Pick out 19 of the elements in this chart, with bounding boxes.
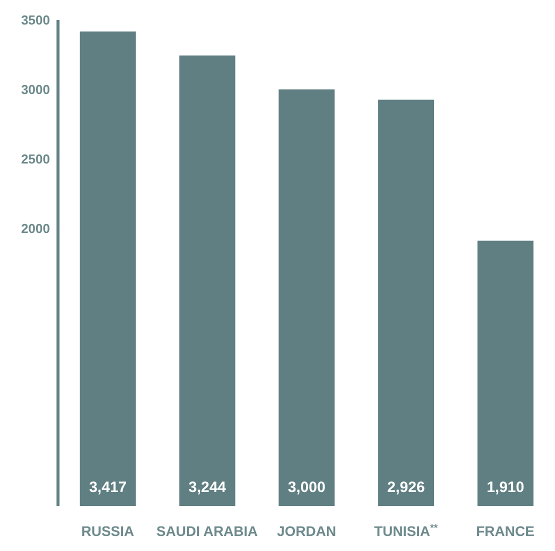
data-label: 1,910 [486,479,524,496]
y-tick-label: 3000 [21,82,50,98]
y-tick-label: 2500 [21,151,50,166]
bar [278,89,335,506]
x-tick-label: RUSSIA [81,523,134,539]
data-label: 2,926 [387,479,425,496]
x-tick-label: SAUDI ARABIA [156,523,258,539]
x-tick-label: FRANCE [476,523,534,539]
y-tick-label: 2000 [21,220,50,236]
bar [80,32,136,506]
x-tick-label: JORDAN [276,523,336,539]
x-tick-label: TUNISIA$^{**}$ [374,522,438,539]
bar [179,56,236,506]
bar [477,240,534,506]
data-label: 3,000 [288,479,326,496]
y-tick-label: 3500 [21,12,50,28]
data-label: 3,417 [89,479,127,496]
data-label: 3,244 [188,479,227,496]
bar [378,100,434,506]
